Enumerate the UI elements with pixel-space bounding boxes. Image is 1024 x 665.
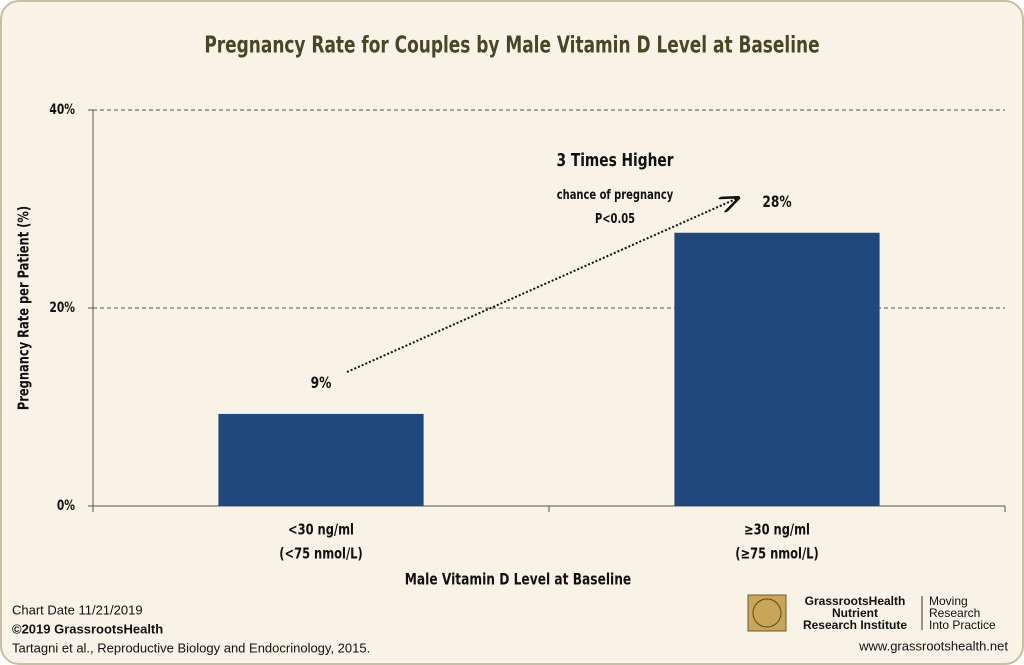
- annotation: 3 Times Higher: [556, 149, 674, 171]
- annotation: P<0.05: [595, 211, 635, 226]
- tagline: Research: [929, 606, 980, 620]
- arrow: [346, 198, 738, 373]
- chart-title: Pregnancy Rate for Couples by Male Vitam…: [204, 31, 819, 58]
- bar: [674, 232, 880, 506]
- copyright: ©2019 GrassrootsHealth: [12, 621, 163, 636]
- citation: Tartagni et al., Reproductive Biology an…: [12, 640, 370, 655]
- y-tick-label: 0%: [57, 498, 75, 514]
- logo-icon: [752, 598, 782, 628]
- value-label: 9%: [311, 374, 332, 392]
- chart-date: Chart Date 11/21/2019: [12, 602, 143, 617]
- y-axis-label: Pregnancy Rate per Patient (%): [15, 206, 32, 410]
- logo-text: GrassrootsHealth: [805, 594, 906, 608]
- value-label: 28%: [762, 193, 791, 211]
- x-axis-label: Male Vitamin D Level at Baseline: [405, 570, 631, 588]
- y-tick-label: 20%: [49, 300, 75, 316]
- x-tick-label: (≥75 nmol/L): [735, 545, 818, 562]
- logo-text: Nutrient: [832, 606, 878, 620]
- url: www.grassrootshealth.net: [858, 638, 1008, 653]
- x-tick-label: ≥30 ng/ml: [744, 521, 810, 538]
- x-tick-label: (<75 nmol/L): [279, 545, 362, 562]
- x-tick-label: <30 ng/ml: [288, 521, 354, 538]
- logo-icon: [747, 594, 787, 632]
- annotation: chance of pregnancy: [557, 187, 673, 202]
- logo-text: Research Institute: [803, 618, 907, 632]
- bar: [218, 413, 424, 506]
- tagline: Moving: [929, 594, 968, 608]
- y-tick-label: 40%: [49, 102, 75, 118]
- tagline: Into Practice: [929, 618, 996, 632]
